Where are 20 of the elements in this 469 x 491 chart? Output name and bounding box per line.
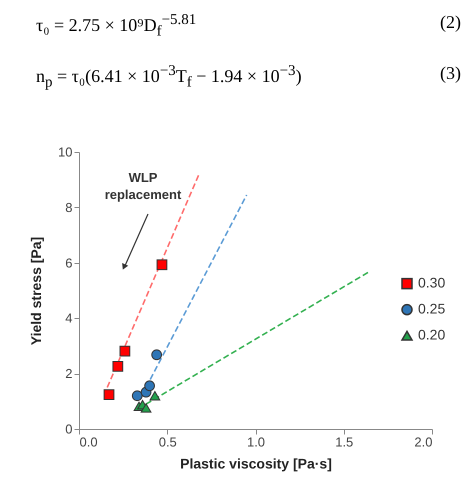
y-tick-label: 0 [65,422,72,436]
text: n$_{p}$ = τ₀(6.41 × 10$^{−3}$T$_{f}$ − 1.94 × 10$^{−3}$) [36,62,302,90]
y-tick-label: 8 [65,200,72,215]
legend-label: 0.30 [418,274,446,291]
legend-label: 0.25 [418,300,446,317]
x-tick-label: 0.0 [80,434,98,450]
y-tick-label: 10 [58,144,72,160]
y-tick-label: 6 [65,255,72,270]
x-axis-title: Plastic viscosity [Pa·s] [180,456,332,472]
text: (3) [440,62,461,85]
y-tick-label: 2 [65,366,72,382]
legend-label: 0.20 [418,326,446,343]
y-axis-title: Yield stress [Pa] [28,236,44,346]
x-tick-label: 0.5 [158,434,177,450]
text: (2) [440,12,461,34]
annotation: WLP replacement [104,170,182,202]
x-tick-label: 2.0 [414,434,432,450]
y-tick-label: 4 [65,310,72,326]
x-tick-label: 1.5 [335,434,354,450]
x-tick-label: 1.0 [246,434,266,450]
